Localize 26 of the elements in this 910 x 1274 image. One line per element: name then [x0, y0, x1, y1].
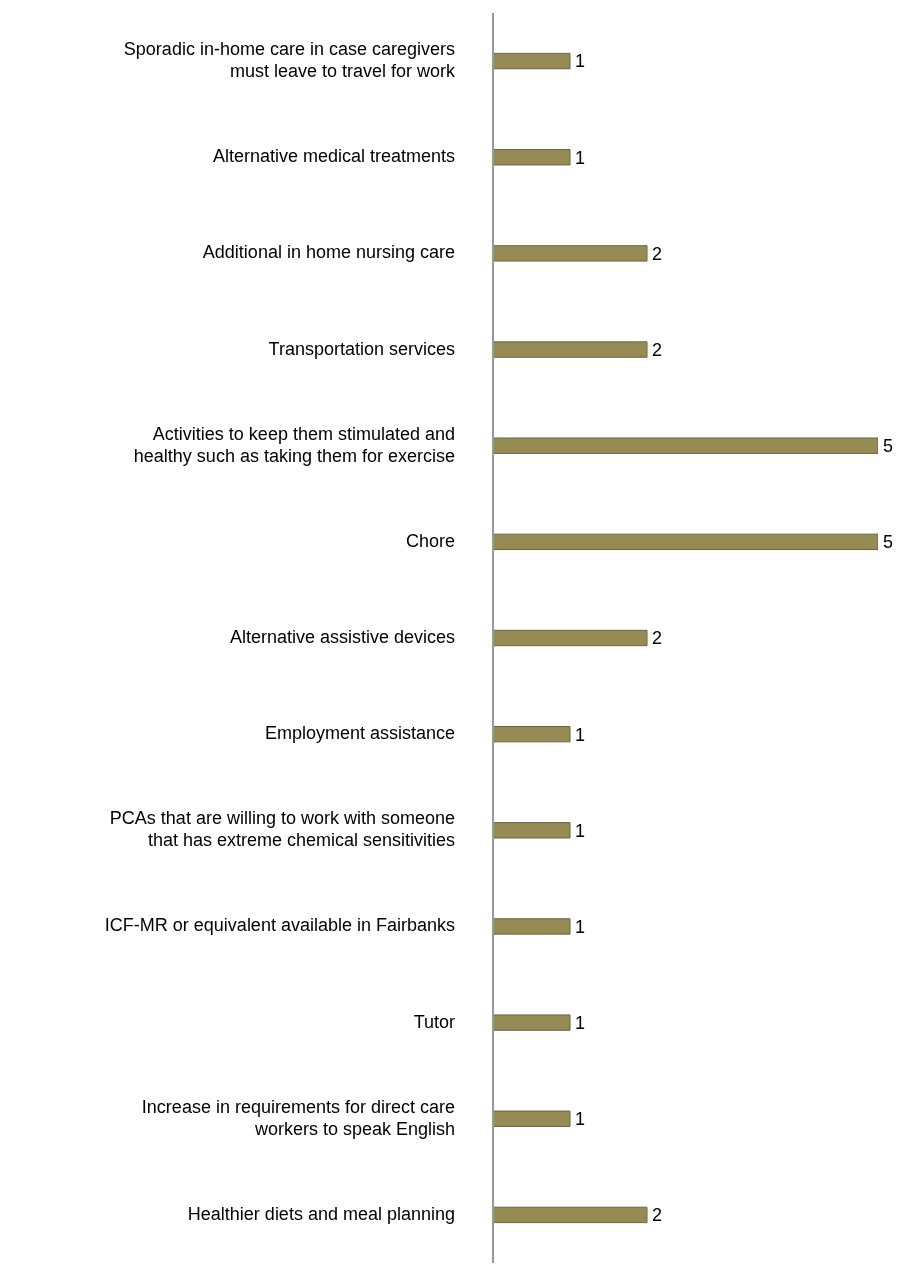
data-label: 1 — [575, 1013, 586, 1034]
y-tick-label: PCAs that are willing to work with someone that has extreme chemical sensitivities — [109, 808, 455, 851]
y-tick-label: ICF-MR or equivalent available in Fairbanks — [104, 915, 455, 936]
data-label: 1 — [575, 724, 586, 745]
y-tick-label: Increase in requirements for direct care workers to speak English — [141, 1096, 455, 1139]
data-label: 1 — [575, 147, 586, 168]
data-label: 2 — [652, 1205, 663, 1226]
y-tick-label: Tutor — [413, 1011, 456, 1032]
data-label: 2 — [652, 243, 663, 264]
y-tick-label: Activities to keep them stimulated and healthy such as taking them for exercise — [133, 423, 455, 466]
y-tick-label: Transportation services — [268, 338, 455, 359]
data-label: 1 — [575, 820, 586, 841]
y-tick-label: Employment assistance — [264, 722, 455, 743]
y-tick-label: Healthier diets and meal planning — [187, 1203, 455, 1224]
y-tick-label: Chore — [405, 530, 455, 551]
data-label: 1 — [575, 1109, 586, 1130]
y-tick-label: Alternative assistive devices — [229, 626, 455, 647]
data-label: 2 — [652, 339, 663, 360]
y-tick-label: Sporadic in-home care in case caregivers must leave to travel for work — [123, 38, 456, 81]
y-tick-label: Additional in home nursing care — [202, 242, 455, 263]
data-label: 1 — [575, 51, 586, 72]
data-label: 5 — [883, 532, 894, 553]
data-label: 5 — [883, 436, 894, 457]
y-tick-label: Alternative medical treatments — [212, 145, 455, 166]
data-label: 1 — [575, 916, 586, 937]
data-label: 2 — [652, 628, 663, 649]
